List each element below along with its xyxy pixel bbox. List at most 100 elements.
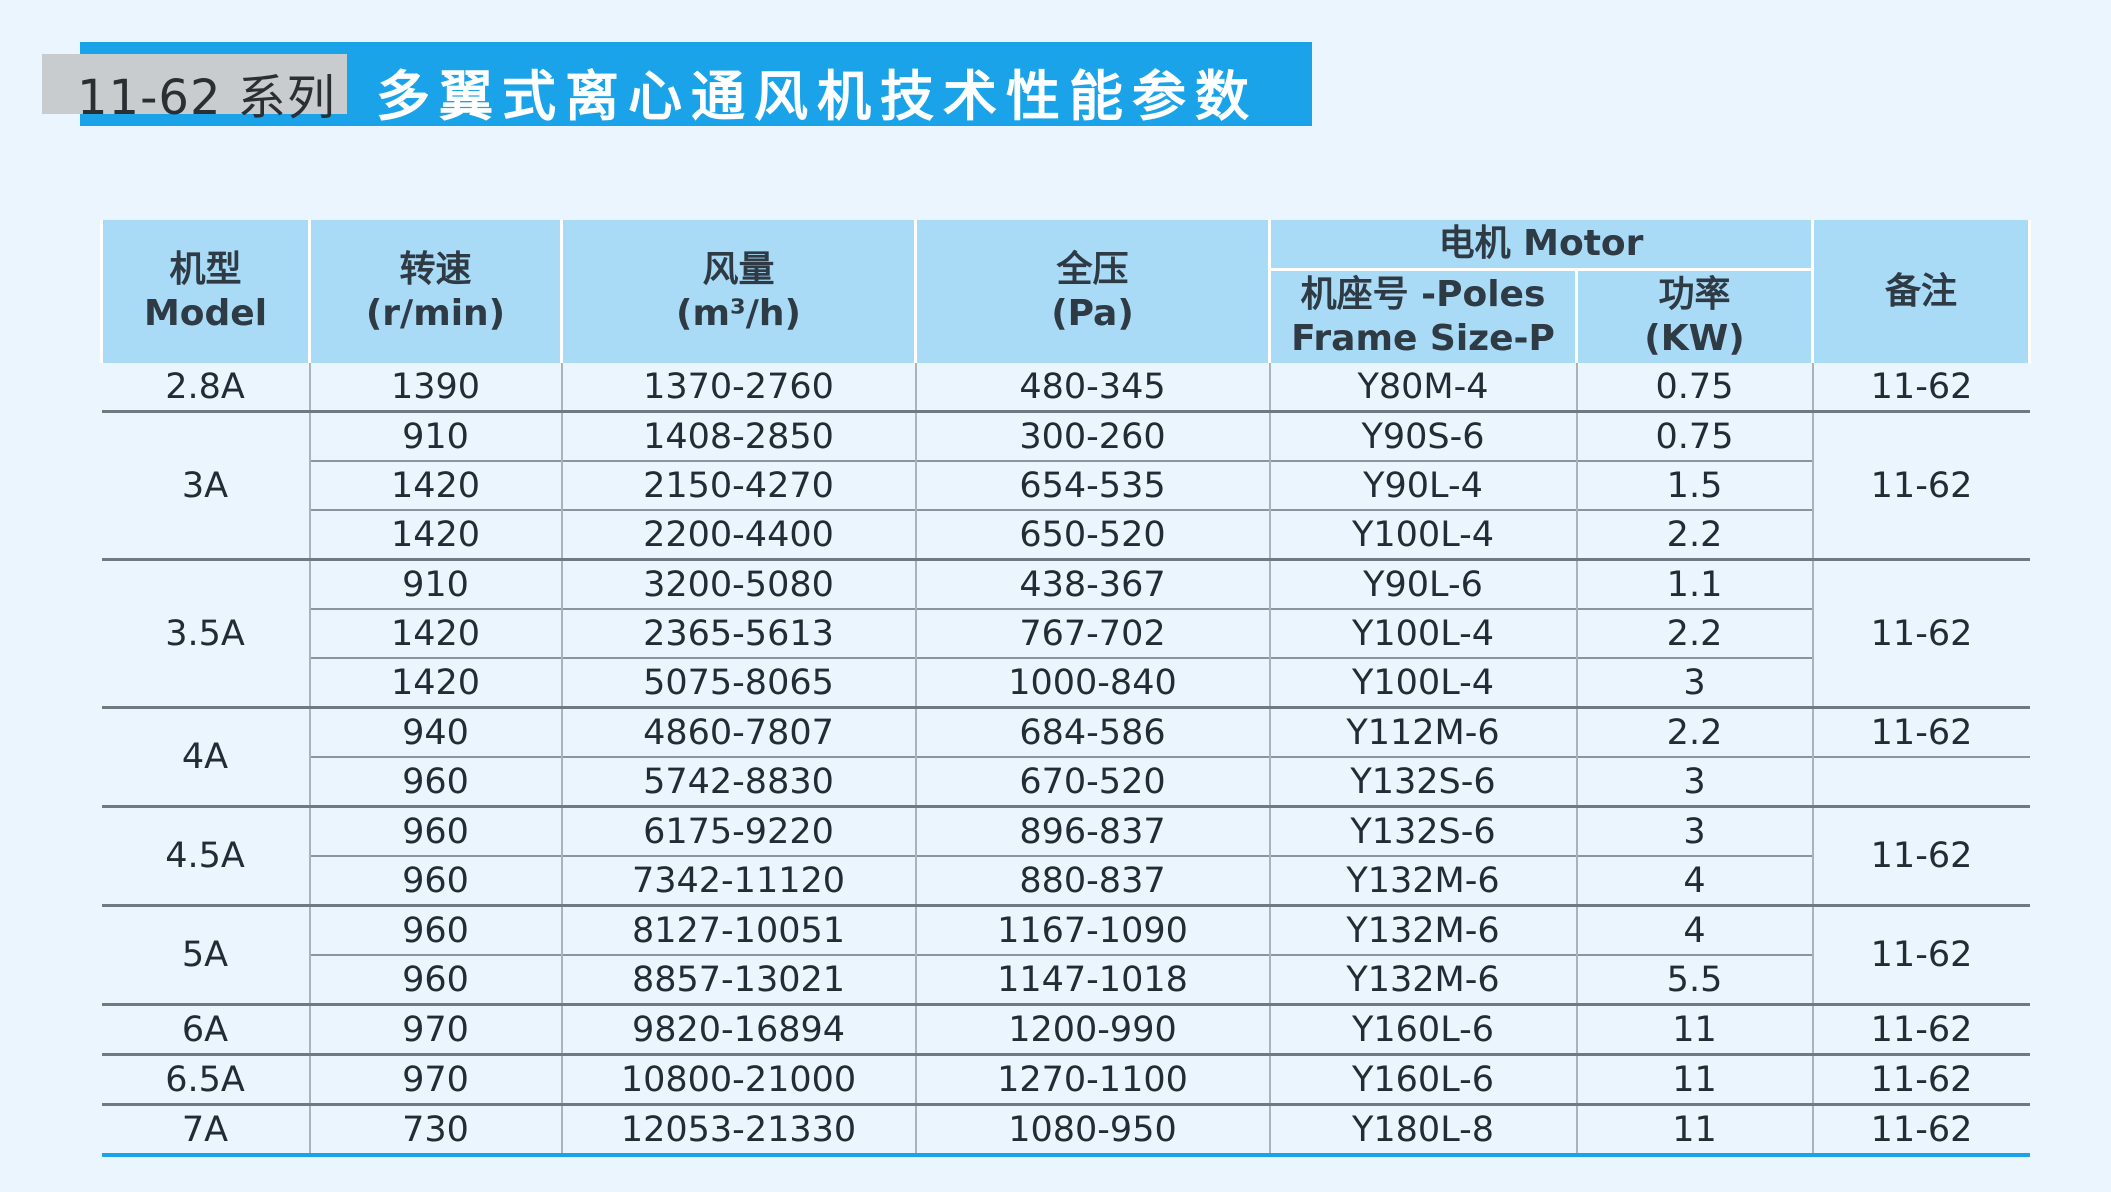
cell-pressure: 1270-1100 <box>914 1053 1271 1105</box>
table-row: 3A 910 1408-2850 300-260 Y90S-6 0.75 11-62 <box>101 410 2030 561</box>
table-row: 4A 940 4860-7807 684-586 Y112M-6 2.2 11-62 <box>101 706 2030 808</box>
cell-model: 3A <box>101 410 311 561</box>
header-frame: 机座号 -Poles Frame Size-P <box>1268 269 1578 363</box>
table-row: 960 5742-8830 670-520 Y132S-6 3 <box>102 756 2030 807</box>
cell-speed: 970 <box>308 1053 563 1105</box>
table-row: 6A 970 9820-16894 1200-990 Y160L-6 11 11-62 <box>101 1003 2030 1055</box>
cell-power: 3 <box>1575 805 1814 856</box>
cell-frame: Y160L-6 <box>1268 1053 1578 1105</box>
table-row: 960 7342-11120 880-837 Y132M-6 4 <box>102 855 2030 906</box>
cell-model: 6.5A <box>101 1053 311 1105</box>
cell-speed: 940 <box>308 706 563 757</box>
cell-pressure: 670-520 <box>914 756 1271 807</box>
cell-power: 11 <box>1575 1053 1814 1105</box>
cell-power: 4 <box>1575 855 1814 906</box>
cell-frame: Y90S-6 <box>1268 410 1578 461</box>
cell-frame: Y90L-4 <box>1268 460 1578 510</box>
header-airflow: 风量 (m³/h) <box>560 220 917 363</box>
cell-remark: 11-62 <box>1811 1103 2030 1157</box>
cell-airflow: 2150-4270 <box>560 460 917 510</box>
cell-speed: 910 <box>308 558 563 609</box>
cell-power: 11 <box>1575 1103 1814 1157</box>
table-header: 机型 Model 转速 (r/min) 风量 (m³/h) 全压 (Pa) 电机… <box>100 220 2032 363</box>
cell-speed: 970 <box>308 1003 563 1055</box>
cell-airflow: 12053-21330 <box>560 1103 917 1157</box>
cell-frame: Y132M-6 <box>1268 904 1578 955</box>
cell-pressure: 1000-840 <box>914 657 1271 708</box>
cell-airflow: 9820-16894 <box>560 1003 917 1055</box>
cell-pressure: 300-260 <box>914 410 1271 461</box>
cell-airflow: 7342-11120 <box>560 855 917 906</box>
cell-frame: Y160L-6 <box>1268 1003 1578 1055</box>
cell-airflow: 1370-2760 <box>560 363 917 412</box>
cell-frame: Y180L-8 <box>1268 1103 1578 1157</box>
cell-airflow: 2365-5613 <box>560 608 917 658</box>
cell-speed: 960 <box>308 904 563 955</box>
cell-model: 7A <box>101 1103 311 1157</box>
cell-power: 3 <box>1575 756 1814 807</box>
cell-model: 6A <box>101 1003 311 1055</box>
cell-power: 0.75 <box>1575 410 1814 461</box>
cell-frame: Y90L-6 <box>1268 558 1578 609</box>
cell-speed: 910 <box>308 410 563 461</box>
performance-table: 机型 Model 转速 (r/min) 风量 (m³/h) 全压 (Pa) 电机… <box>100 220 2032 1157</box>
cell-airflow: 8127-10051 <box>560 904 917 955</box>
header-pressure: 全压 (Pa) <box>914 220 1271 363</box>
cell-power: 3 <box>1575 657 1814 708</box>
cell-speed: 1420 <box>308 460 563 510</box>
cell-frame: Y100L-4 <box>1268 509 1578 560</box>
header-speed: 转速 (r/min) <box>308 220 563 363</box>
table-row: 1420 2200-4400 650-520 Y100L-4 2.2 <box>102 509 2030 560</box>
header-remark-label: 备注 <box>1885 270 1958 312</box>
cell-pressure: 1147-1018 <box>914 954 1271 1005</box>
cell-remark: 11-62 <box>1811 1003 2030 1055</box>
cell-airflow: 10800-21000 <box>560 1053 917 1105</box>
cell-model: 2.8A <box>101 363 311 412</box>
cell-frame: Y100L-4 <box>1268 608 1578 658</box>
cell-model: 4A <box>101 706 311 808</box>
cell-frame: Y132S-6 <box>1268 805 1578 856</box>
cell-remark: 11-62 <box>1811 558 2030 709</box>
cell-model: 5A <box>101 904 311 1006</box>
cell-power: 4 <box>1575 904 1814 955</box>
cell-pressure: 1167-1090 <box>914 904 1271 955</box>
table-row: 2.8A 1390 1370-2760 480-345 Y80M-4 0.75 11-62 <box>101 363 2030 412</box>
cell-frame: Y112M-6 <box>1268 706 1578 757</box>
table-row: 1420 5075-8065 1000-840 Y100L-4 3 <box>102 657 2030 708</box>
header-model-label: 机型 Model <box>143 248 268 334</box>
cell-frame: Y132M-6 <box>1268 954 1578 1005</box>
cell-airflow: 5742-8830 <box>560 756 917 807</box>
cell-power: 5.5 <box>1575 954 1814 1005</box>
cell-pressure: 880-837 <box>914 855 1271 906</box>
table-row: 6.5A 970 10800-21000 1270-1100 Y160L-6 11 11-6… <box>101 1053 2030 1105</box>
cell-power: 1.5 <box>1575 460 1814 510</box>
page-title: 多翼式离心通风机技术性能参数 <box>376 65 1258 128</box>
cell-frame: Y100L-4 <box>1268 657 1578 708</box>
cell-pressure: 650-520 <box>914 509 1271 560</box>
cell-airflow: 8857-13021 <box>560 954 917 1005</box>
header-speed-label: 转速 (r/min) <box>365 248 506 334</box>
cell-power: 2.2 <box>1575 706 1814 757</box>
cell-speed: 1420 <box>308 608 563 658</box>
cell-power: 11 <box>1575 1003 1814 1055</box>
cell-pressure: 1200-990 <box>914 1003 1271 1055</box>
cell-speed: 960 <box>308 954 563 1005</box>
cell-power: 0.75 <box>1575 363 1814 412</box>
header-remark: 备注 <box>1811 220 2032 363</box>
table-body: 2.8A 1390 1370-2760 480-345 Y80M-4 0.75 11-62 3… <box>101 363 2030 1157</box>
cell-speed: 1390 <box>308 363 563 412</box>
cell-power: 2.2 <box>1575 509 1814 560</box>
title-bar: 11-62 系列 多翼式离心通风机技术性能参数 <box>42 42 1312 128</box>
header-airflow-label: 风量 (m³/h) <box>676 248 801 334</box>
cell-pressure: 767-702 <box>914 608 1271 658</box>
table-row: 960 8857-13021 1147-1018 Y132M-6 5.5 <box>102 954 2030 1005</box>
cell-speed: 960 <box>308 805 563 856</box>
cell-remark: 11-62 <box>1811 706 2030 757</box>
cell-pressure: 480-345 <box>914 363 1271 412</box>
cell-airflow: 5075-8065 <box>560 657 917 708</box>
cell-speed: 1420 <box>308 509 563 560</box>
cell-speed: 960 <box>308 756 563 807</box>
header-pressure-label: 全压 (Pa) <box>1051 248 1134 334</box>
cell-airflow: 1408-2850 <box>560 410 917 461</box>
header-motor: 电机 Motor <box>1267 220 1815 271</box>
